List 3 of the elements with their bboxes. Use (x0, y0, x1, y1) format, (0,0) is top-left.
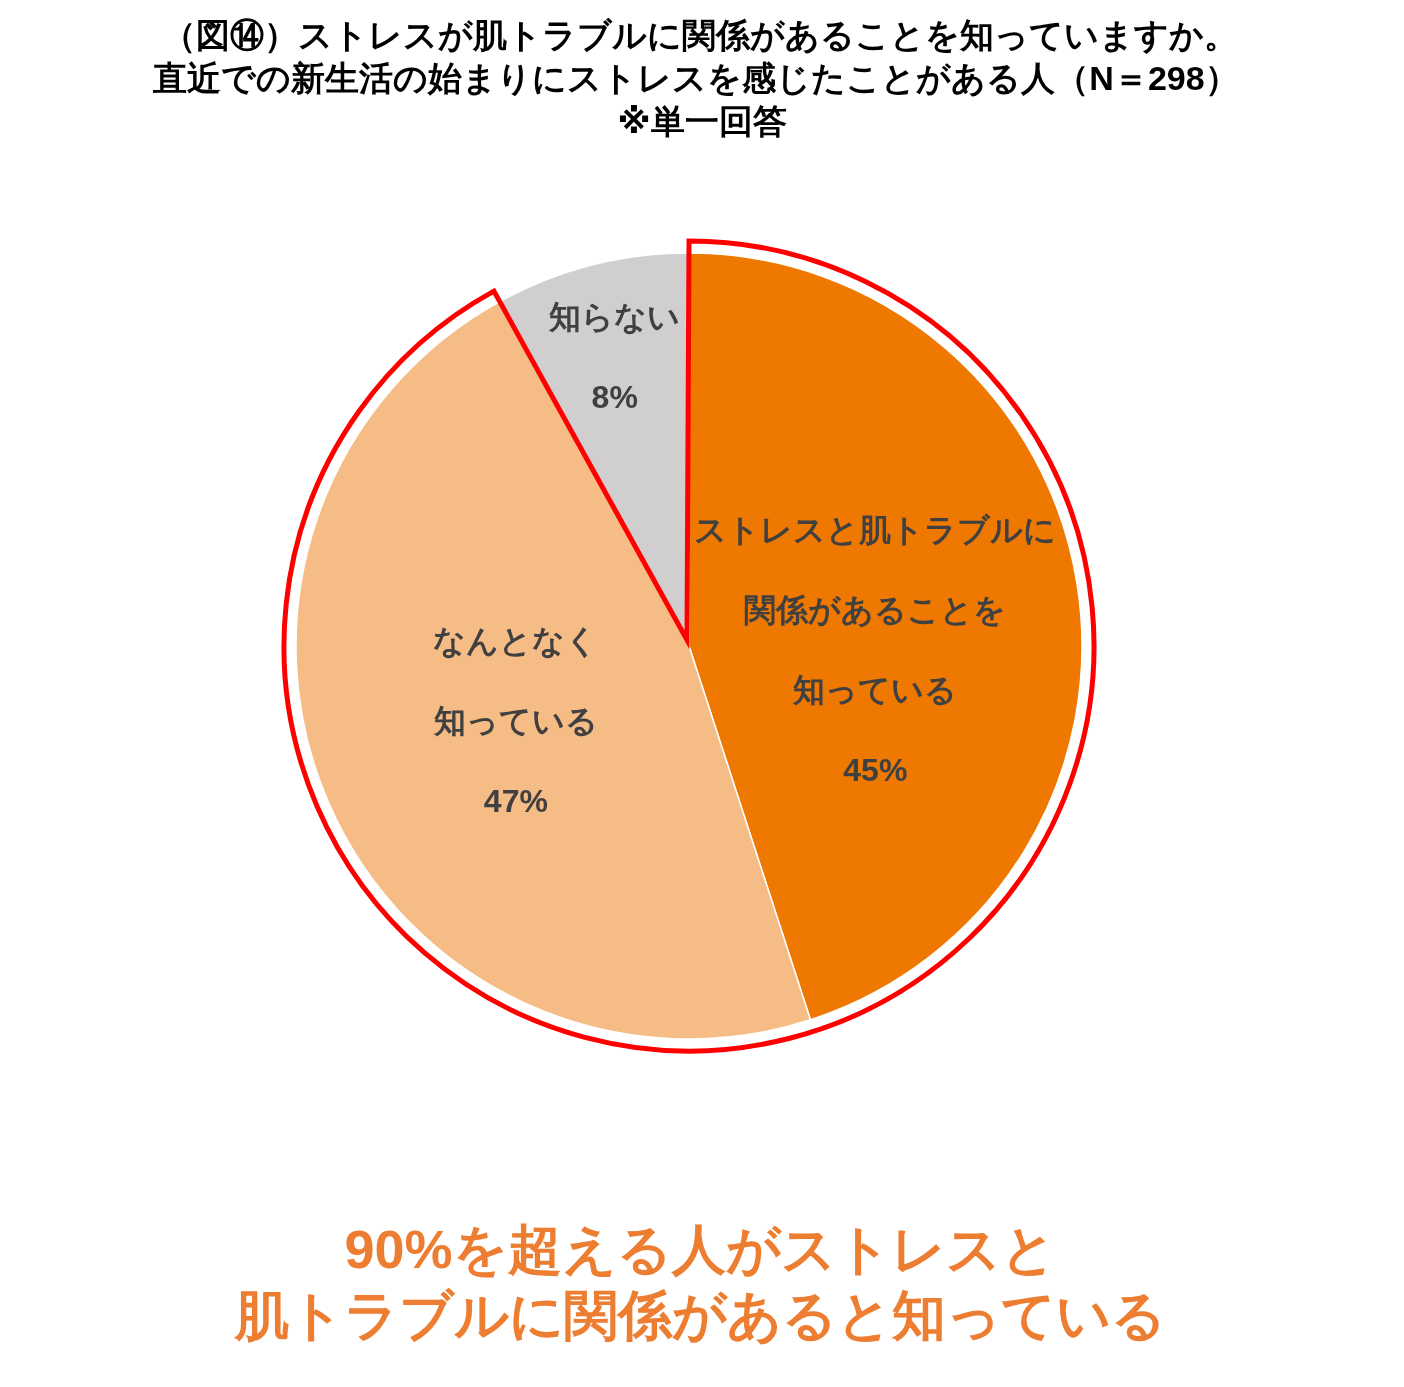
note: ※単一回答 (617, 102, 787, 140)
title: （図⑭）ストレスが肌トラブルに関係があることを知っていますか。 (162, 16, 1238, 54)
subtitle: 直近での新生活の始まりにストレスを感じたことがある人（N＝298） (153, 59, 1239, 97)
